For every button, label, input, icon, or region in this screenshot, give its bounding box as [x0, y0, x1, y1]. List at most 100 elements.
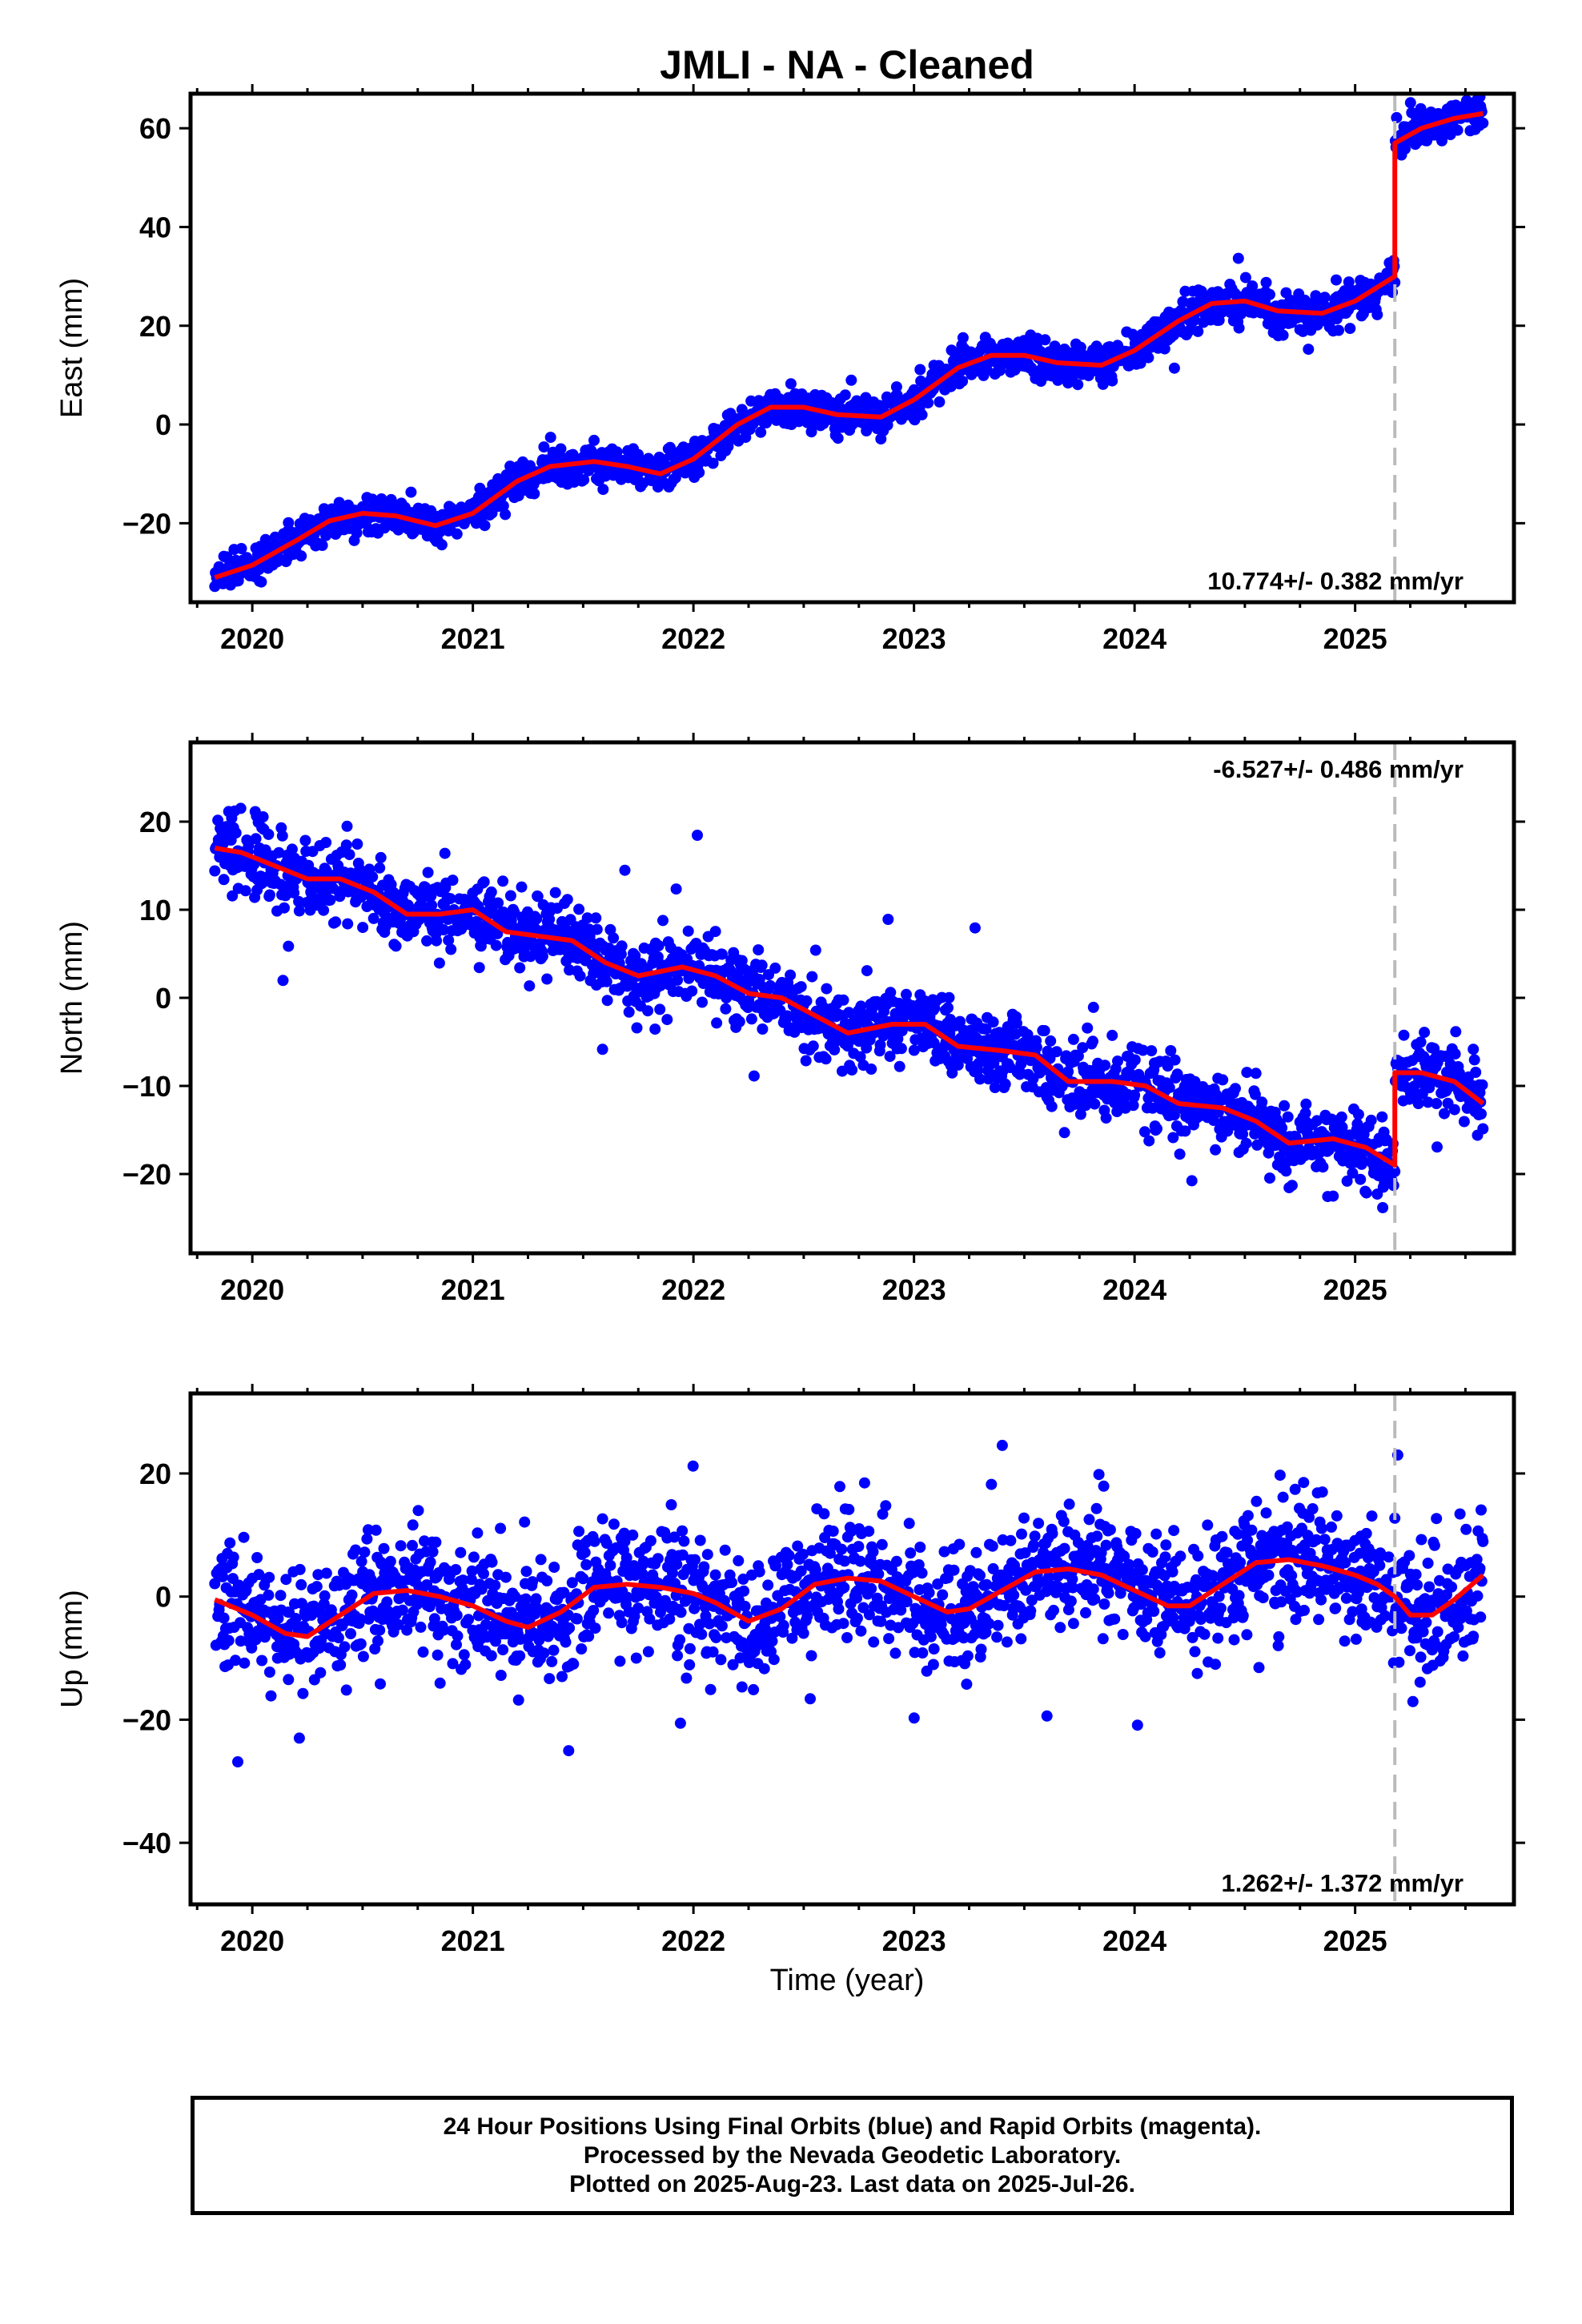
data-point: [629, 950, 641, 962]
data-point: [273, 846, 285, 858]
data-point: [451, 1610, 463, 1622]
data-point: [250, 833, 262, 845]
data-point: [450, 1564, 462, 1575]
data-point: [1179, 1125, 1191, 1137]
data-point: [405, 486, 417, 498]
data-point: [961, 1679, 973, 1691]
data-point: [942, 1002, 954, 1014]
data-point: [1192, 325, 1204, 337]
data-point: [739, 1600, 751, 1612]
data-point: [727, 1659, 739, 1671]
data-point: [578, 474, 590, 486]
data-point: [224, 1537, 236, 1549]
data-point: [295, 1598, 307, 1610]
data-point: [877, 1508, 889, 1520]
data-point: [588, 1605, 600, 1616]
data-point: [1210, 1144, 1222, 1156]
data-point: [934, 396, 946, 408]
data-point: [532, 891, 544, 903]
data-point: [573, 1526, 585, 1538]
data-point: [1111, 1106, 1123, 1118]
data-point: [1072, 1050, 1084, 1062]
data-point: [884, 1051, 896, 1063]
data-point: [223, 1634, 235, 1647]
data-point: [1310, 290, 1322, 302]
data-point: [538, 441, 550, 453]
data-point: [980, 1023, 992, 1035]
data-point: [276, 830, 288, 842]
data-point: [937, 1589, 949, 1601]
data-point: [238, 1531, 250, 1543]
data-point: [444, 893, 456, 905]
data-point: [528, 488, 540, 500]
data-point: [715, 1654, 727, 1666]
data-point: [341, 820, 353, 832]
data-point: [1431, 1098, 1443, 1109]
data-point: [958, 1632, 970, 1644]
data-point: [1106, 1029, 1118, 1041]
data-point: [458, 1649, 470, 1661]
data-point: [914, 1542, 926, 1553]
data-point: [696, 1628, 708, 1640]
data-point: [295, 550, 307, 562]
data-point: [797, 1627, 809, 1639]
data-point: [809, 944, 821, 956]
data-point: [500, 509, 512, 521]
data-point: [631, 1022, 643, 1034]
data-point: [263, 828, 275, 840]
data-point: [1333, 324, 1344, 336]
data-point: [1062, 1066, 1074, 1078]
data-point: [560, 1636, 572, 1648]
data-point: [832, 432, 844, 444]
data-point: [846, 1064, 858, 1076]
data-point: [209, 1578, 221, 1590]
x-tick-label: 2021: [441, 1273, 505, 1306]
data-point: [227, 1551, 239, 1563]
data-point: [1087, 1035, 1098, 1047]
data-point: [590, 912, 602, 924]
data-point: [311, 1581, 323, 1593]
data-point: [1039, 334, 1051, 346]
data-point: [277, 975, 289, 987]
data-point: [720, 1003, 732, 1015]
x-tick-label: 2022: [661, 1273, 725, 1306]
data-point: [1355, 1173, 1367, 1185]
data-point: [914, 364, 926, 376]
x-tick-label: 2024: [1102, 1273, 1166, 1306]
data-point: [248, 858, 260, 870]
data-point: [324, 894, 336, 906]
data-point: [345, 1628, 356, 1639]
data-point: [757, 1023, 769, 1035]
data-point: [230, 827, 242, 839]
data-point: [524, 951, 536, 963]
data-point: [861, 965, 873, 977]
data-point: [424, 1556, 436, 1568]
data-point: [1077, 1042, 1089, 1054]
data-point: [1151, 1123, 1162, 1135]
data-point: [736, 1681, 748, 1693]
data-point: [1241, 1067, 1253, 1079]
x-tick-label: 2023: [882, 622, 946, 655]
data-point: [1232, 252, 1244, 264]
data-point: [1341, 1175, 1353, 1187]
data-point: [698, 1561, 710, 1573]
data-point: [293, 905, 305, 917]
data-point: [342, 918, 354, 930]
data-point: [412, 1505, 424, 1517]
data-point: [726, 1577, 737, 1589]
data-point: [370, 1524, 382, 1536]
data-point: [689, 1554, 701, 1566]
data-point: [670, 883, 682, 895]
data-point: [1158, 343, 1170, 355]
data-point: [451, 528, 463, 540]
data-point: [710, 1631, 722, 1643]
data-point: [694, 1534, 706, 1546]
data-point: [580, 1558, 592, 1570]
data-point: [357, 1651, 369, 1663]
data-point: [263, 1571, 275, 1583]
data-point: [1179, 285, 1191, 297]
data-point: [320, 837, 332, 848]
data-point: [1038, 1025, 1050, 1036]
data-point: [546, 1655, 558, 1667]
data-point: [821, 983, 833, 995]
